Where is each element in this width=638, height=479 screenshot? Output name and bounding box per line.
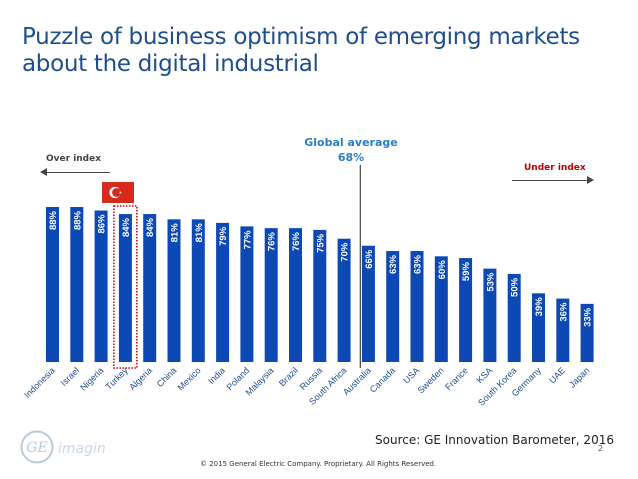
over-index-label: Over index [46, 154, 102, 164]
bar-value-label: 86% [97, 214, 108, 234]
bar-malaysia [264, 228, 278, 362]
bar-south-africa [337, 238, 351, 362]
bar-japan [580, 303, 594, 362]
category-label: Mexico [175, 365, 202, 392]
category-label: France [443, 365, 470, 392]
global-average-label: Global average 68% [292, 135, 410, 165]
bar-value-label: 36% [558, 302, 569, 322]
copyright-text: © 2015 General Electric Company. Proprie… [200, 460, 437, 468]
bar-value-label: 39% [534, 297, 545, 317]
bar-china [167, 219, 181, 362]
bar-uae [556, 298, 570, 362]
bar-value-label: 77% [242, 230, 253, 250]
global-average-value: 68% [337, 151, 365, 164]
bar-value-label: 50% [510, 277, 521, 297]
category-label: Indonesia [22, 365, 57, 400]
svg-text:GE: GE [26, 440, 47, 456]
logo-wordmark: imagin [58, 441, 106, 457]
bar-value-label: 81% [170, 223, 181, 243]
page-title: Puzzle of business optimism of emerging … [22, 24, 622, 78]
category-label: Sweden [416, 365, 446, 395]
bar-australia [361, 245, 375, 362]
under-index-label: Under index [524, 163, 586, 173]
bar-indonesia [46, 207, 59, 362]
bar-mexico [191, 219, 205, 362]
bar-value-label: 88% [48, 210, 59, 230]
bar-poland [240, 226, 254, 362]
bar-israel [70, 207, 84, 362]
bar-value-label: 76% [267, 232, 278, 252]
bar-russia [313, 229, 327, 362]
title-line-2: about the digital industrial [22, 51, 319, 77]
bar-sweden [434, 256, 448, 362]
bar-algeria [143, 214, 157, 362]
bar-value-label: 84% [121, 217, 132, 237]
title-line-1: Puzzle of business optimism of emerging … [22, 24, 580, 50]
category-label: Japan [567, 365, 591, 389]
bar-germany [532, 293, 545, 362]
bar-value-label: 75% [315, 233, 326, 253]
bar-turkey [118, 214, 132, 362]
bar-value-label: 66% [364, 249, 375, 269]
under-index-arrow-icon [512, 176, 594, 184]
category-label: Turkey [104, 365, 131, 392]
bar-brazil [289, 228, 302, 362]
bar-value-label: 79% [218, 226, 229, 246]
category-label: Algeria [127, 365, 154, 392]
bar-france [459, 258, 473, 362]
bar-value-label: 84% [145, 217, 156, 237]
over-index-arrow-icon [40, 168, 110, 176]
bar-india [216, 222, 230, 362]
bar-value-label: 33% [583, 307, 594, 327]
category-label: USA [401, 365, 421, 385]
bar-south-korea [507, 273, 521, 362]
bar-ksa [483, 268, 497, 362]
bar-value-label: 59% [461, 262, 472, 282]
category-label: Nigeria [78, 365, 105, 392]
bar-canada [386, 251, 400, 362]
highlight-box-turkey [113, 205, 138, 369]
category-label: KSA [475, 365, 495, 385]
category-label: UAE [547, 365, 567, 385]
bar-value-label: 70% [340, 242, 351, 262]
category-label: India [206, 365, 227, 386]
bar-value-label: 63% [413, 254, 424, 274]
source-note: Source: GE Innovation Barometer, 2016 [375, 433, 614, 447]
global-average-text: Global average [304, 136, 398, 149]
bar-value-label: 53% [485, 272, 496, 292]
bar-nigeria [94, 210, 108, 362]
category-label: Canada [368, 365, 397, 394]
bar-value-label: 88% [72, 210, 83, 230]
bar-value-label: 76% [291, 232, 302, 252]
bar-value-label: 60% [437, 260, 448, 280]
bar-usa [410, 251, 424, 362]
page-number: 2 [598, 444, 604, 453]
bar-value-label: 81% [194, 223, 205, 243]
bar-value-label: 63% [388, 254, 399, 274]
turkey-flag-icon [102, 182, 134, 203]
ge-logo-icon: GE [20, 430, 54, 464]
